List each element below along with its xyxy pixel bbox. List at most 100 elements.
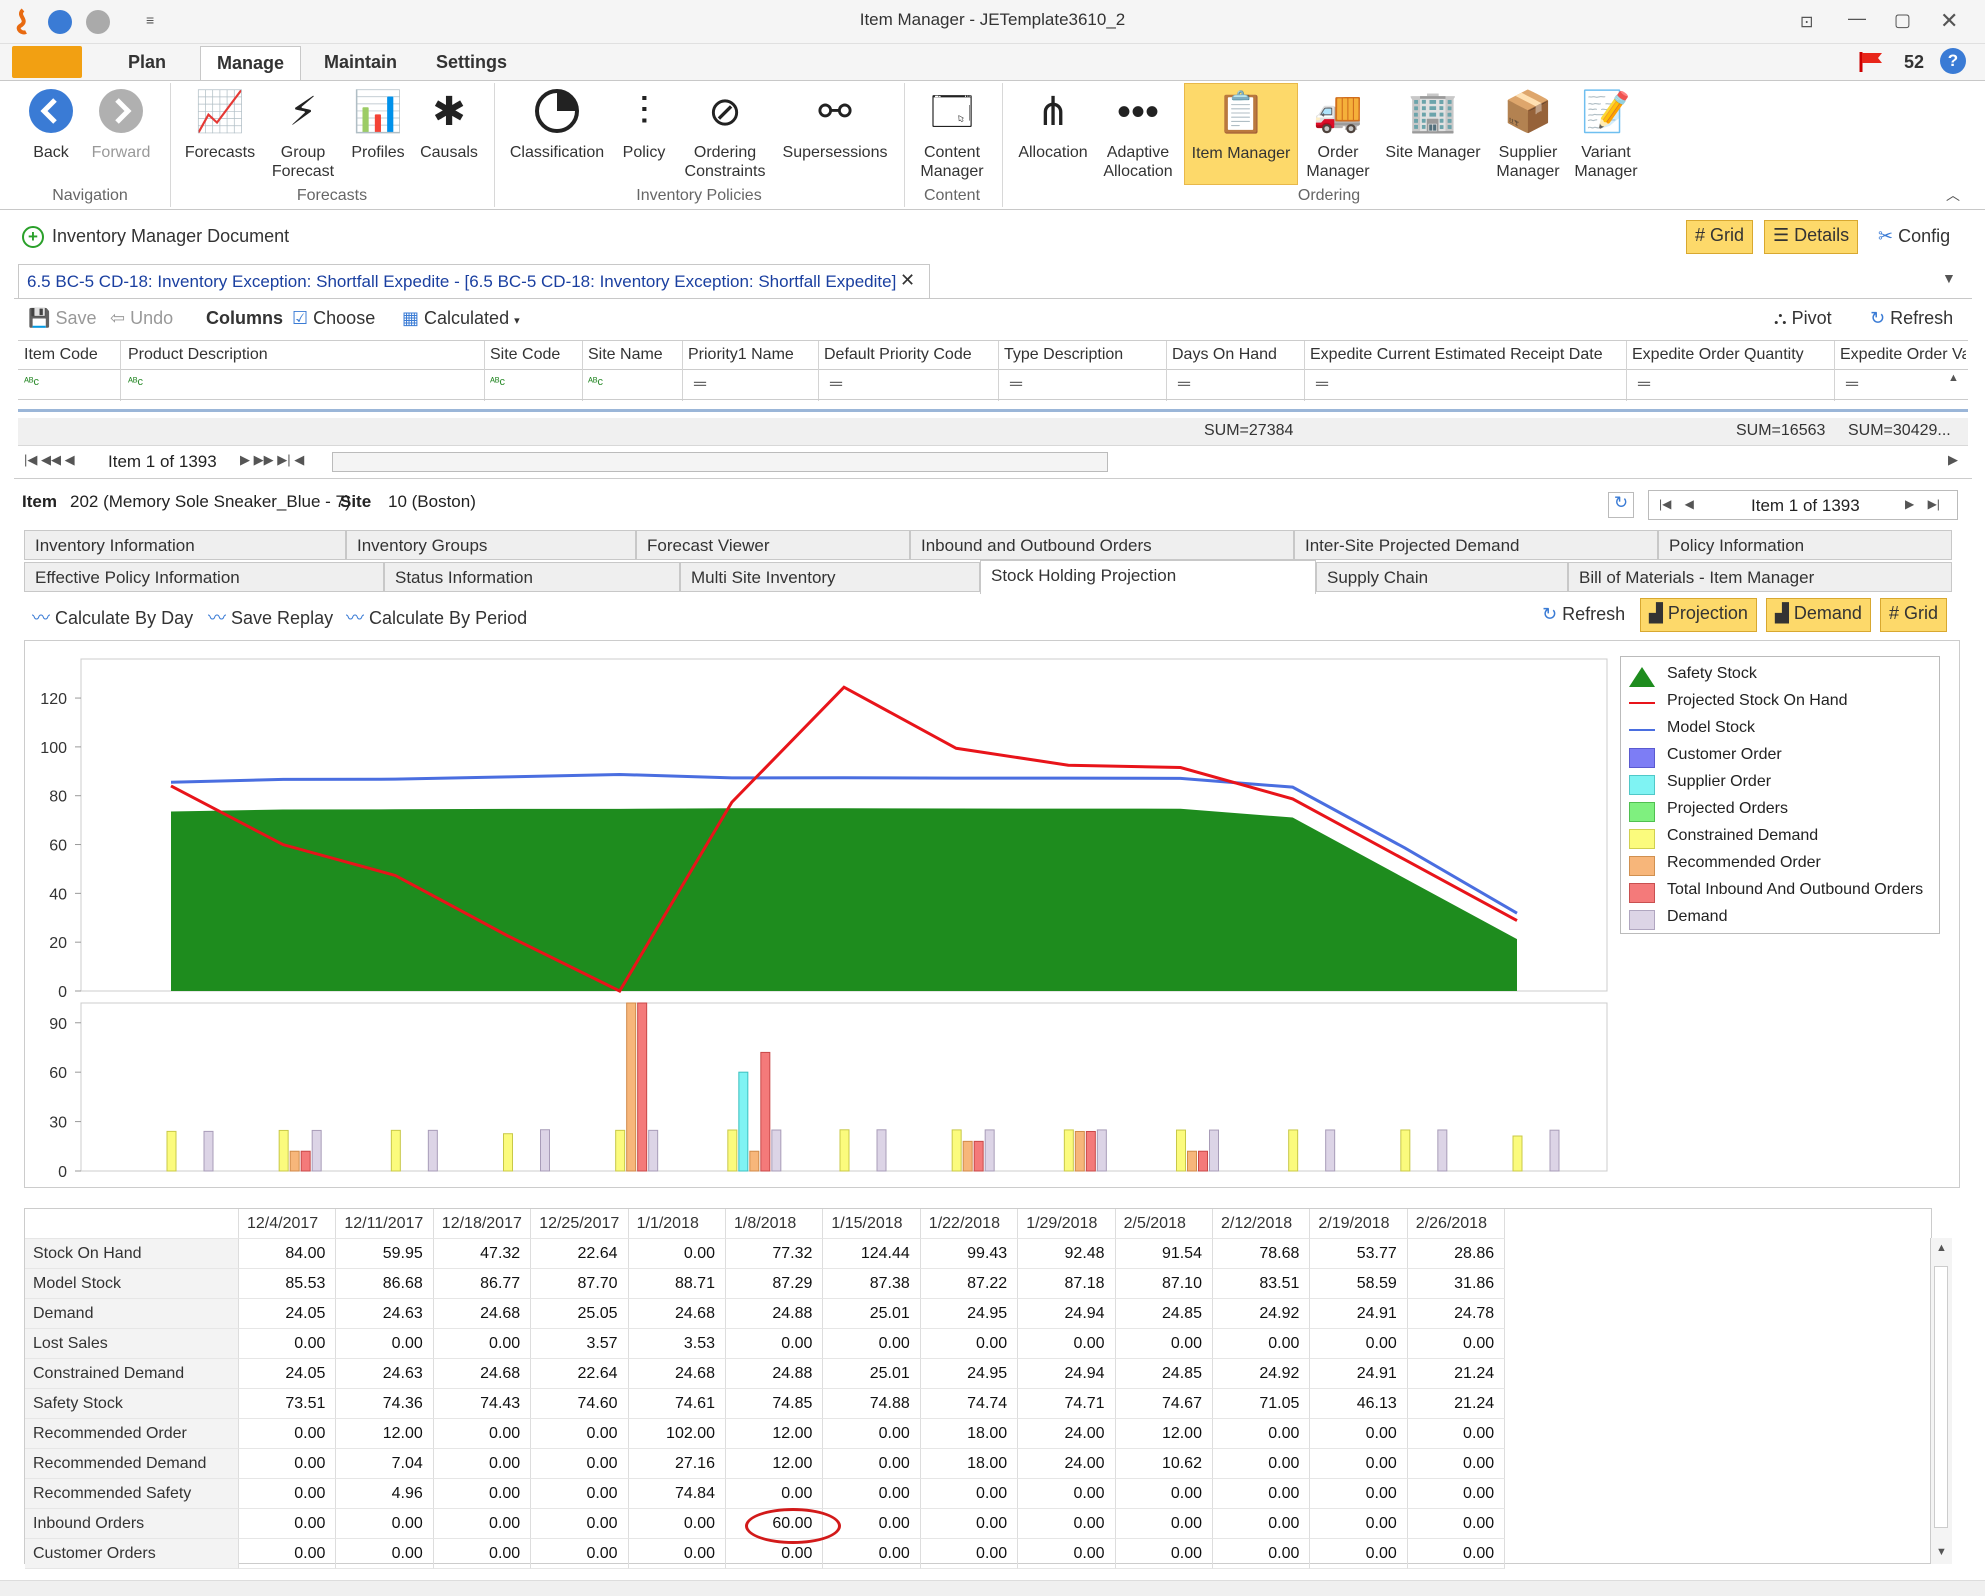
table-cell[interactable]: 0.00	[1310, 1419, 1408, 1449]
table-date-header[interactable]: 12/11/2017	[336, 1209, 434, 1239]
table-date-header[interactable]: 1/8/2018	[726, 1209, 824, 1239]
scroll-thumb[interactable]	[1934, 1266, 1948, 1528]
table-cell[interactable]: 87.70	[531, 1269, 629, 1299]
table-cell[interactable]: 0.00	[531, 1479, 629, 1509]
table-cell[interactable]: 31.86	[1407, 1269, 1506, 1299]
maximize-icon[interactable]: ▢	[1894, 10, 1912, 30]
calculate-by-day-button[interactable]: 〰 Calculate By Day	[32, 608, 194, 628]
table-cell[interactable]: 46.13	[1310, 1389, 1408, 1419]
scroll-up-icon[interactable]: ▲	[1948, 372, 1959, 384]
table-cell[interactable]: 87.29	[726, 1269, 824, 1299]
table-cell[interactable]: 25.05	[531, 1299, 629, 1329]
order-manager-button[interactable]: 🚚 Order Manager	[1302, 87, 1374, 181]
scroll-right-icon[interactable]: ▶	[1948, 452, 1958, 467]
table-cell[interactable]: 87.38	[823, 1269, 921, 1299]
table-cell[interactable]: 0.00	[1310, 1449, 1408, 1479]
equals-filter-icon[interactable]: ═	[1010, 374, 1023, 393]
close-tab-icon[interactable]: ✕	[900, 270, 916, 290]
table-cell[interactable]: 24.92	[1213, 1359, 1311, 1389]
save-button[interactable]: 💾 Save	[28, 308, 97, 328]
table-cell[interactable]: 24.68	[628, 1299, 726, 1329]
table-cell[interactable]: 0.00	[1407, 1329, 1506, 1359]
table-cell[interactable]: 22.64	[531, 1359, 629, 1389]
tab-effective-policy-information[interactable]: Effective Policy Information	[24, 562, 384, 592]
table-cell[interactable]: 74.88	[823, 1389, 921, 1419]
site-manager-button[interactable]: 🏢 Site Manager	[1380, 87, 1486, 162]
table-cell[interactable]: 0.00	[823, 1419, 921, 1449]
tab-settings[interactable]: Settings	[436, 52, 508, 72]
table-cell[interactable]: 12.00	[336, 1419, 434, 1449]
tab-supply-chain[interactable]: Supply Chain	[1316, 562, 1568, 592]
table-date-header[interactable]: 1/22/2018	[920, 1209, 1019, 1239]
table-cell[interactable]: 12.00	[1115, 1419, 1213, 1449]
table-cell[interactable]: 24.63	[336, 1299, 434, 1329]
table-cell[interactable]: 87.18	[1018, 1269, 1116, 1299]
table-cell[interactable]: 0.00	[239, 1509, 337, 1539]
table-cell[interactable]: 47.32	[433, 1239, 532, 1269]
table-cell[interactable]: 0.00	[1310, 1329, 1408, 1359]
table-cell[interactable]: 74.84	[628, 1479, 726, 1509]
table-cell[interactable]: 0.00	[1115, 1329, 1213, 1359]
table-cell[interactable]: 0.00	[531, 1419, 629, 1449]
table-cell[interactable]: 0.00	[1115, 1509, 1213, 1539]
table-cell[interactable]: 58.59	[1310, 1269, 1408, 1299]
equals-filter-icon[interactable]: ═	[1846, 374, 1859, 393]
table-cell[interactable]: 18.00	[920, 1419, 1019, 1449]
table-cell[interactable]: 0.00	[1310, 1479, 1408, 1509]
table-cell[interactable]: 7.04	[336, 1449, 434, 1479]
column-header[interactable]: Type Description	[1004, 346, 1124, 363]
flag-icon[interactable]	[1858, 50, 1884, 72]
first-page-icon[interactable]: |◀ ◀◀ ◀	[24, 452, 75, 467]
equals-filter-icon[interactable]: ═	[1316, 374, 1329, 393]
profiles-button[interactable]: 📊 Profiles	[344, 87, 412, 162]
table-date-header[interactable]: 12/25/2017	[531, 1209, 629, 1239]
table-cell[interactable]: 78.68	[1213, 1239, 1311, 1269]
tab-maintain[interactable]: Maintain	[324, 52, 398, 72]
group-forecast-button[interactable]: ⚡ Group Forecast	[266, 87, 340, 181]
table-cell[interactable]: 0.00	[920, 1539, 1019, 1569]
table-cell[interactable]: 99.43	[920, 1239, 1019, 1269]
table-cell[interactable]: 24.05	[239, 1299, 337, 1329]
table-cell[interactable]: 86.77	[433, 1269, 532, 1299]
table-cell[interactable]: 24.94	[1018, 1359, 1116, 1389]
table-cell[interactable]: 0.00	[1115, 1479, 1213, 1509]
table-cell[interactable]: 0.00	[628, 1539, 726, 1569]
forecasts-button[interactable]: 📈 Forecasts	[180, 87, 260, 162]
table-cell[interactable]: 12.00	[726, 1449, 824, 1479]
help-icon[interactable]: ?	[1940, 48, 1966, 74]
chart-grid-toggle-button[interactable]: # Grid	[1880, 598, 1948, 632]
table-cell[interactable]: 21.24	[1407, 1359, 1506, 1389]
tab-list-chevron-icon[interactable]: ▼	[1942, 270, 1956, 286]
table-cell[interactable]: 92.48	[1018, 1239, 1116, 1269]
table-cell[interactable]: 0.00	[433, 1329, 532, 1359]
table-cell[interactable]: 124.44	[823, 1239, 921, 1269]
tab-multi-site-inventory[interactable]: Multi Site Inventory	[680, 562, 980, 592]
document-tab[interactable]: 6.5 BC-5 CD-18: Inventory Exception: Sho…	[18, 264, 930, 298]
table-cell[interactable]: 12.00	[726, 1419, 824, 1449]
text-filter-icon[interactable]: ᴬᴮc	[128, 376, 144, 388]
table-cell[interactable]: 21.24	[1407, 1389, 1506, 1419]
scroll-up-icon[interactable]: ▲	[1936, 1242, 1947, 1254]
table-cell[interactable]: 91.54	[1115, 1239, 1213, 1269]
text-filter-icon[interactable]: ᴬᴮc	[24, 376, 40, 388]
column-header[interactable]: Expedite Order Quantity	[1632, 346, 1804, 363]
text-filter-icon[interactable]: ᴬᴮc	[588, 376, 604, 388]
tab-inbound-outbound-orders[interactable]: Inbound and Outbound Orders	[910, 530, 1294, 560]
table-cell[interactable]: 24.00	[1018, 1419, 1116, 1449]
app-menu-button[interactable]	[12, 46, 82, 78]
column-header[interactable]: Site Name	[588, 346, 663, 363]
table-cell[interactable]: 0.00	[726, 1329, 824, 1359]
table-cell[interactable]: 74.85	[726, 1389, 824, 1419]
table-cell[interactable]: 83.51	[1213, 1269, 1311, 1299]
table-cell[interactable]: 0.00	[1018, 1329, 1116, 1359]
next-page-icon[interactable]: ▶ ▶▶ ▶| ◀	[240, 452, 305, 467]
table-date-header[interactable]: 2/19/2018	[1310, 1209, 1408, 1239]
table-cell[interactable]: 0.00	[920, 1479, 1019, 1509]
table-cell[interactable]: 0.00	[726, 1539, 824, 1569]
table-cell[interactable]: 85.53	[239, 1269, 337, 1299]
classification-button[interactable]: Classification	[504, 87, 610, 162]
table-cell[interactable]: 74.67	[1115, 1389, 1213, 1419]
table-cell[interactable]: 77.32	[726, 1239, 824, 1269]
refresh-button[interactable]: ↻ Refresh	[1870, 308, 1954, 328]
table-cell[interactable]: 4.96	[336, 1479, 434, 1509]
